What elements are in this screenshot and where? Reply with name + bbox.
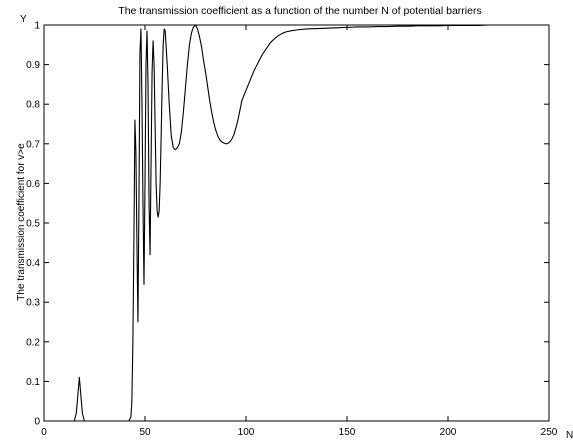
y-tick-label: 0.6 [26,179,40,190]
y-corner-label: Y [20,14,27,25]
y-tick-label: 0.3 [26,298,40,309]
series-line-0 [44,24,549,422]
chart-title: The transmission coefficient as a functi… [118,5,481,17]
x-tick-label: 0 [41,427,47,438]
y-tick-label: 0.4 [26,258,40,269]
y-tick-label: 0.1 [26,377,40,388]
y-tick-label: 0 [34,417,40,428]
y-tick-label: 0.2 [26,337,40,348]
y-tick-label: 0.5 [26,219,40,230]
y-tick-label: 0.9 [26,60,40,71]
y-axis-ticks: 0 0.1 0.2 0.3 0.4 0.5 0.6 0.7 0.8 0.9 1 [26,21,549,428]
x-axis-ticks: 0 50 100 150 200 250 [41,25,558,438]
x-tick-label: 100 [238,427,255,438]
plot-frame [43,24,550,422]
x-tick-label: 50 [139,427,151,438]
x-tick-label: 150 [339,427,356,438]
x-tick-label: 250 [541,427,558,438]
y-tick-label: 0.7 [26,139,40,150]
series-group [44,24,549,422]
y-tick-label: 1 [34,21,40,32]
x-axis-label: N [566,430,573,441]
y-axis-label: The transmission coefficient for v>e [16,143,27,301]
x-tick-label: 200 [440,427,457,438]
y-tick-label: 0.8 [26,100,40,111]
